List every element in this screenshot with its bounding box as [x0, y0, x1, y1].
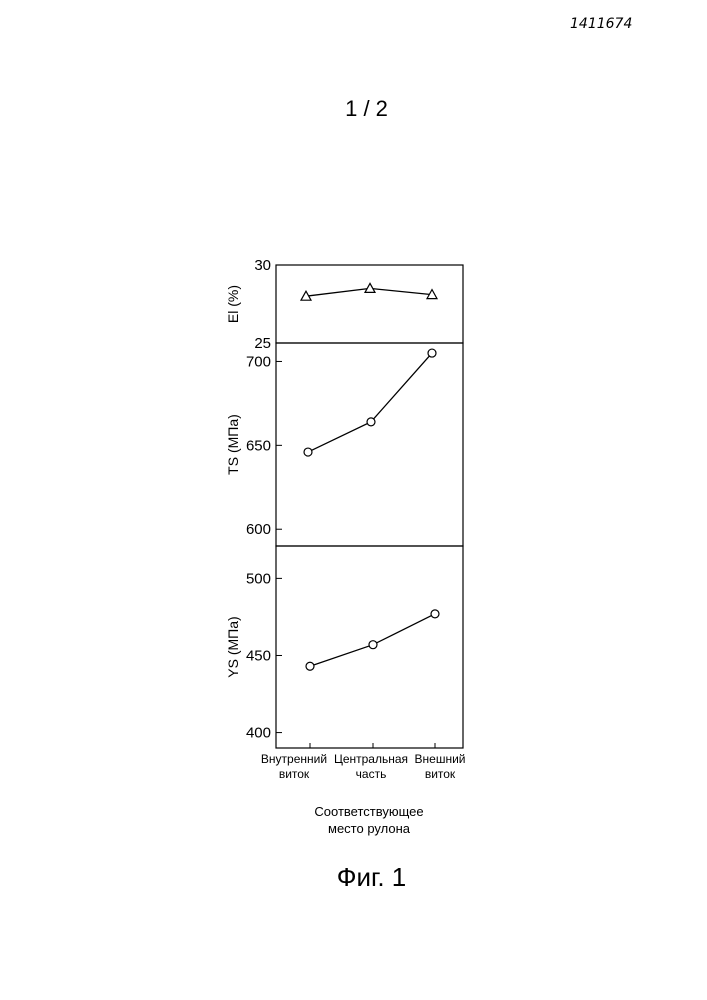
- series-line: [310, 614, 435, 666]
- y-tick-label: 400: [246, 725, 271, 742]
- series-line: [308, 353, 432, 452]
- data-point-circle: [369, 641, 377, 649]
- chart-panel: 500 450 400 YS (МПа): [225, 546, 463, 748]
- x-tick-label: Внутреннийвиток: [261, 752, 327, 781]
- chart-panel: 30 25 El (%): [225, 257, 463, 352]
- data-point-circle: [428, 349, 436, 357]
- y-axis-label: TS (МПа): [225, 414, 241, 475]
- y-tick-label: 30: [254, 257, 271, 274]
- figure-caption: Фиг. 1: [0, 862, 707, 893]
- x-tick-label: Внешнийвиток: [415, 752, 466, 781]
- y-tick-label: 450: [246, 647, 271, 664]
- x-axis-title: Соответствующееместо рулона: [314, 804, 423, 836]
- y-tick-label: 25: [254, 335, 271, 352]
- y-tick-label: 600: [246, 521, 271, 538]
- data-point-circle: [367, 418, 375, 426]
- y-axis-label: El (%): [225, 285, 241, 323]
- y-tick-label: 650: [246, 437, 271, 454]
- data-point-circle: [431, 610, 439, 618]
- panel-frame: [276, 343, 463, 546]
- data-point-triangle: [365, 283, 375, 292]
- panel-frame: [276, 265, 463, 343]
- data-point-circle: [304, 448, 312, 456]
- chart-panel: 700 650 600 TS (МПа): [225, 343, 463, 546]
- y-tick-label: 500: [246, 570, 271, 587]
- y-tick-label: 700: [246, 353, 271, 370]
- data-point-circle: [306, 662, 314, 670]
- x-tick-label: Центральнаячасть: [334, 752, 408, 781]
- y-axis-label: YS (МПа): [225, 616, 241, 677]
